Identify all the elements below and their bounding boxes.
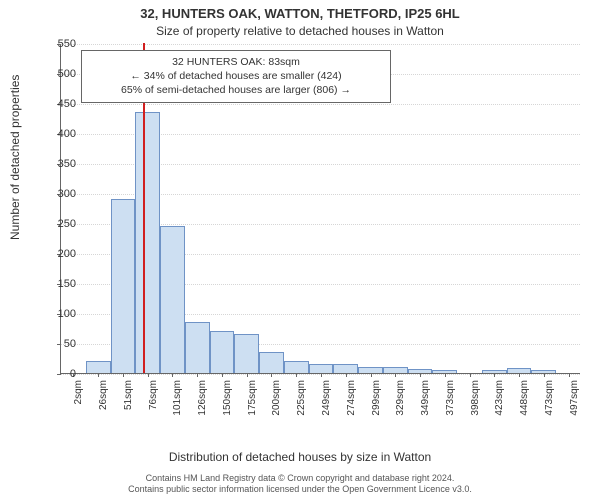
x-tick <box>321 373 322 377</box>
y-tick-label: 300 <box>46 188 76 200</box>
annotation-line-1: 32 HUNTERS OAK: 83sqm <box>90 55 382 69</box>
x-tick <box>247 373 248 377</box>
x-tick <box>371 373 372 377</box>
x-tick-label: 497sqm <box>569 380 570 416</box>
histogram-bar <box>86 361 111 373</box>
histogram-bar <box>135 112 160 373</box>
x-tick <box>197 373 198 377</box>
histogram-bar <box>333 364 358 373</box>
x-tick-label: 329sqm <box>395 380 396 416</box>
x-axis-label: Distribution of detached houses by size … <box>0 450 600 464</box>
x-tick-label: 373sqm <box>445 380 446 416</box>
histogram-bar <box>284 361 309 373</box>
x-tick <box>123 373 124 377</box>
chart-title-sub: Size of property relative to detached ho… <box>0 24 600 38</box>
x-tick-label: 2sqm <box>73 380 74 404</box>
plot-area: 2sqm26sqm51sqm76sqm101sqm126sqm150sqm175… <box>60 44 580 374</box>
chart-title-main: 32, HUNTERS OAK, WATTON, THETFORD, IP25 … <box>0 6 600 21</box>
x-tick <box>420 373 421 377</box>
x-tick <box>470 373 471 377</box>
x-tick-label: 126sqm <box>197 380 198 416</box>
grid-line <box>61 104 580 105</box>
x-tick <box>395 373 396 377</box>
x-tick <box>519 373 520 377</box>
histogram-bar <box>111 199 136 373</box>
histogram-bar <box>160 226 185 373</box>
x-tick-label: 225sqm <box>296 380 297 416</box>
grid-line <box>61 44 580 45</box>
chart-container: 32, HUNTERS OAK, WATTON, THETFORD, IP25 … <box>0 0 600 500</box>
x-tick <box>222 373 223 377</box>
x-tick-label: 150sqm <box>222 380 223 416</box>
x-tick-label: 51sqm <box>123 380 124 410</box>
y-tick-label: 0 <box>46 368 76 380</box>
x-tick <box>569 373 570 377</box>
y-tick-label: 150 <box>46 278 76 290</box>
x-tick <box>494 373 495 377</box>
x-tick-label: 175sqm <box>247 380 248 416</box>
histogram-bar <box>185 322 210 373</box>
x-tick <box>148 373 149 377</box>
y-tick-label: 50 <box>46 338 76 350</box>
y-tick-label: 500 <box>46 68 76 80</box>
x-tick <box>271 373 272 377</box>
y-tick-label: 250 <box>46 218 76 230</box>
annotation-line-3: 65% of semi-detached houses are larger (… <box>90 83 382 97</box>
x-tick-label: 26sqm <box>98 380 99 410</box>
x-tick <box>445 373 446 377</box>
x-tick <box>544 373 545 377</box>
x-tick <box>346 373 347 377</box>
y-tick-label: 100 <box>46 308 76 320</box>
x-tick-label: 473sqm <box>544 380 545 416</box>
x-tick-label: 76sqm <box>148 380 149 410</box>
y-tick-label: 400 <box>46 128 76 140</box>
x-tick-label: 299sqm <box>371 380 372 416</box>
histogram-bar <box>234 334 259 373</box>
y-tick-label: 350 <box>46 158 76 170</box>
x-tick-label: 398sqm <box>470 380 471 416</box>
x-tick-label: 200sqm <box>271 380 272 416</box>
y-tick-label: 450 <box>46 98 76 110</box>
x-tick <box>98 373 99 377</box>
y-tick-label: 200 <box>46 248 76 260</box>
x-tick-label: 274sqm <box>346 380 347 416</box>
x-tick-label: 349sqm <box>420 380 421 416</box>
histogram-bar <box>309 364 334 373</box>
x-tick-label: 101sqm <box>172 380 173 416</box>
histogram-bar <box>210 331 235 373</box>
chart-footer: Contains HM Land Registry data © Crown c… <box>0 473 600 496</box>
footer-line-1: Contains HM Land Registry data © Crown c… <box>0 473 600 485</box>
footer-line-2: Contains public sector information licen… <box>0 484 600 496</box>
y-axis-label: Number of detached properties <box>8 75 22 240</box>
annotation-line-2: ← 34% of detached houses are smaller (42… <box>90 69 382 83</box>
x-tick-label: 448sqm <box>519 380 520 416</box>
y-tick-label: 550 <box>46 38 76 50</box>
x-tick-label: 423sqm <box>494 380 495 416</box>
annotation-box: 32 HUNTERS OAK: 83sqm ← 34% of detached … <box>81 50 391 103</box>
x-tick-label: 249sqm <box>321 380 322 416</box>
histogram-bar <box>259 352 284 373</box>
x-tick <box>296 373 297 377</box>
x-tick <box>172 373 173 377</box>
